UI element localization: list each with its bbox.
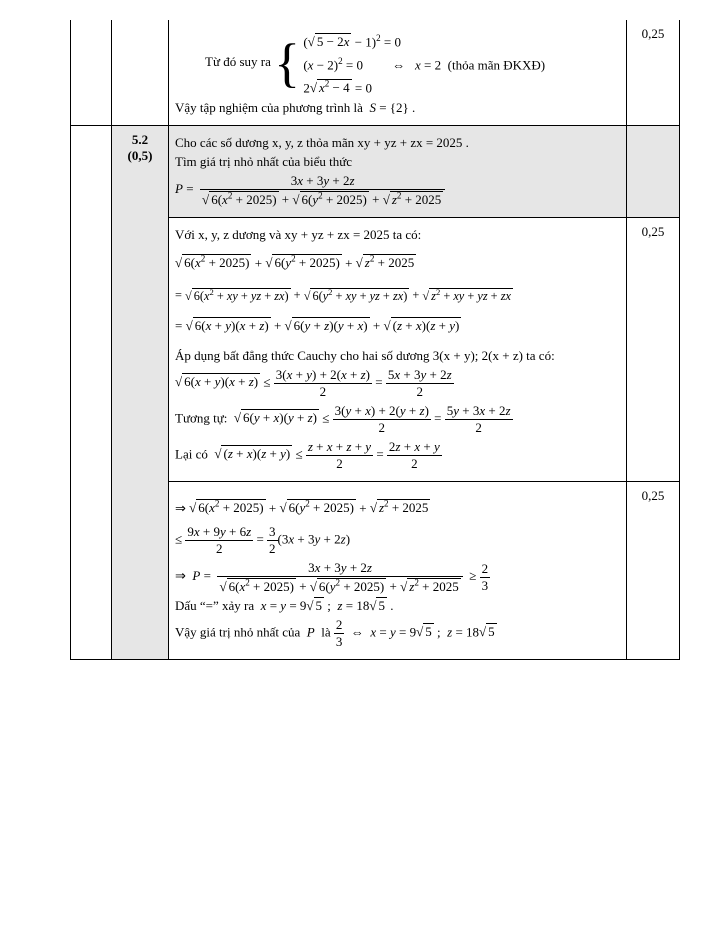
solution-table: Từ đó suy ra { (5 − 2x − 1)2 = 0 (x − 2)… <box>70 20 680 660</box>
text-line: Tìm giá trị nhỏ nhất của biểu thức <box>175 154 620 170</box>
math-line: 6(x2 + 2025) + 6(y2 + 2025) + z2 + 2025 <box>175 246 620 277</box>
problem-index: 5.2 <box>118 132 162 148</box>
text-line: Dấu “=” xảy ra x = y = 95 ; z = 185 . <box>175 598 620 614</box>
math-line: P = 3x + 3y + 2z 6(x2 + 2025) + 6(y2 + 2… <box>175 173 620 207</box>
text-line: Cho các số dương x, y, z thỏa mãn xy + y… <box>175 135 620 151</box>
math-line: = 6(x + y)(x + z) + 6(y + z)(y + x) + (z… <box>175 312 620 339</box>
score: 0,25 <box>642 26 665 41</box>
score-cell: 0,25 <box>627 481 680 659</box>
text-line: Với x, y, z dương và xy + yz + zx = 2025… <box>175 227 620 243</box>
text-line: Vậy giá trị nhỏ nhất của P là 23 ⇔ x = y… <box>175 617 620 650</box>
idx-cell <box>71 20 112 126</box>
content-cell: Với x, y, z dương và xy + yz + zx = 2025… <box>169 217 627 481</box>
equation-system: (5 − 2x − 1)2 = 0 (x − 2)2 = 0 ⇔ x = 2 (… <box>303 29 545 97</box>
content-cell: ⇒ 6(x2 + 2025) + 6(y2 + 2025) + z2 + 202… <box>169 481 627 659</box>
math-line: Từ đó suy ra { (5 − 2x − 1)2 = 0 (x − 2)… <box>175 29 620 97</box>
page: Từ đó suy ra { (5 − 2x − 1)2 = 0 (x − 2)… <box>0 0 720 932</box>
table-row: Từ đó suy ra { (5 − 2x − 1)2 = 0 (x − 2)… <box>71 20 680 126</box>
score: 0,25 <box>642 224 665 239</box>
score-cell: 0,25 <box>627 20 680 126</box>
text: Từ đó suy ra <box>205 54 274 69</box>
table-row: 5.2 (0,5) Cho các số dương x, y, z thỏa … <box>71 126 680 217</box>
label-cell: 5.2 (0,5) <box>112 126 169 659</box>
brace-icon: { <box>274 36 300 90</box>
score-cell: 0,25 <box>627 217 680 481</box>
content-cell: Cho các số dương x, y, z thỏa mãn xy + y… <box>169 126 627 217</box>
score: 0,25 <box>642 488 665 503</box>
content-cell: Từ đó suy ra { (5 − 2x − 1)2 = 0 (x − 2)… <box>169 20 627 126</box>
idx-cell <box>71 126 112 659</box>
label-cell <box>112 20 169 126</box>
math-line: ⇒ 6(x2 + 2025) + 6(y2 + 2025) + z2 + 202… <box>175 491 620 522</box>
math-line: Lại có (z + x)(z + y) ≤ z + x + z + y2 =… <box>175 439 620 472</box>
text-line: Áp dụng bất đẳng thức Cauchy cho hai số … <box>175 348 620 364</box>
math-line: ⇒ P = 3x + 3y + 2z 6(x2 + 2025) + 6(y2 +… <box>175 560 620 594</box>
math-line: ≤ 9x + 9y + 6z2 = 32(3x + 3y + 2z) <box>175 524 620 557</box>
text-line: Vậy tập nghiệm của phương trình là S = {… <box>175 100 620 116</box>
fraction: 3x + 3y + 2z 6(x2 + 2025) + 6(y2 + 2025)… <box>200 173 445 207</box>
problem-weight: (0,5) <box>118 148 162 164</box>
score-cell <box>627 126 680 217</box>
math-line: 6(x + y)(x + z) ≤ 3(x + y) + 2(x + z)2 =… <box>175 367 620 400</box>
math-line: = 6(x2 + xy + yz + zx) + 6(y2 + xy + yz … <box>175 279 620 309</box>
math-line: Tương tự: 6(y + x)(y + z) ≤ 3(y + x) + 2… <box>175 403 620 436</box>
